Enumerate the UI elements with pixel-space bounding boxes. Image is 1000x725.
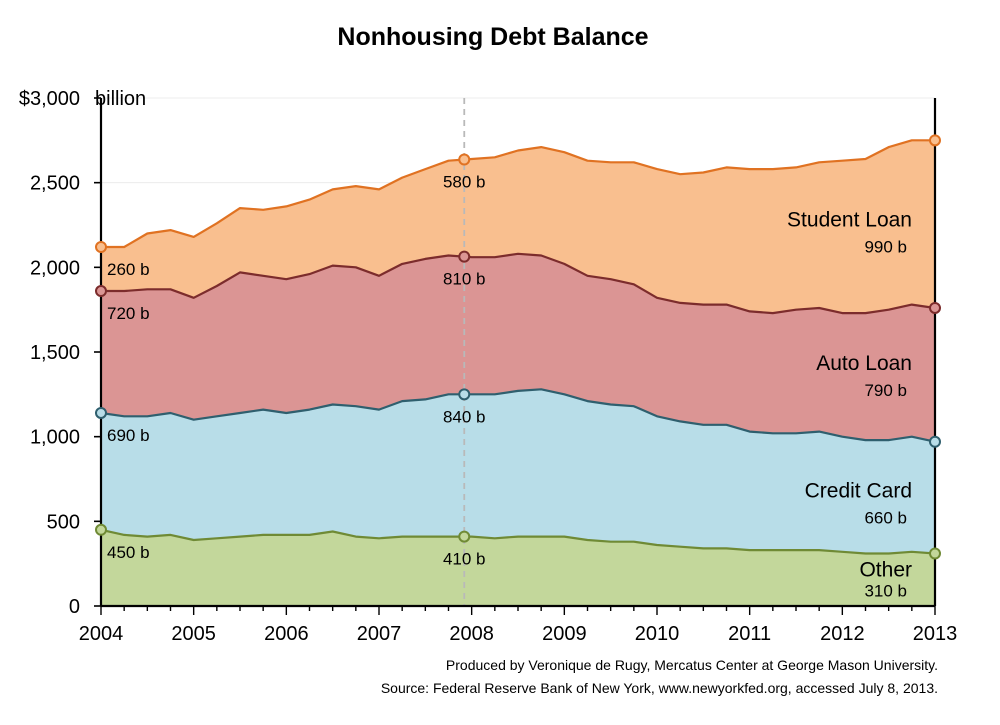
line-student-loan: [101, 139, 935, 249]
marker-auto-loan-1: [458, 250, 471, 263]
marker-student-loan-1: [458, 153, 471, 166]
line-auto-loan: [101, 252, 936, 315]
marker-credit-card-0: [95, 406, 107, 419]
x-tick-label-2005: 2005: [171, 623, 216, 645]
x-tick-label-2013: 2013: [913, 623, 958, 645]
x-tick-label-2006: 2006: [264, 623, 309, 645]
value-label-other-start: 450 b: [107, 543, 150, 562]
series-name-auto-loan: Auto Loan: [816, 352, 912, 375]
y-tick-label-2500: 2,500: [30, 173, 80, 195]
value-label-credit-card-start: 690 b: [107, 426, 150, 445]
x-tick-label-2009: 2009: [542, 623, 587, 645]
series-name-other: Other: [859, 559, 912, 582]
x-tick-label-2012: 2012: [820, 623, 865, 645]
area-credit-card: [101, 389, 935, 554]
marker-credit-card-2: [929, 435, 941, 448]
plot-area: 0 500 1,000 1,500 2,000 2,500 $3,000 2004 2005 20…: [19, 88, 957, 645]
y-tick-label-3000: $3,000: [19, 88, 80, 110]
series-name-student-loan: Student Loan: [787, 208, 912, 231]
marker-other-2: [929, 547, 941, 560]
area-student-loan: [101, 140, 935, 314]
y-tick-label-0: 0: [69, 596, 80, 618]
y-unit-label: billion: [95, 88, 146, 110]
footer-credit: Produced by Veronique de Rugy, Mercatus …: [446, 657, 938, 673]
x-tick-label-2004: 2004: [79, 623, 124, 645]
line-other: [100, 528, 936, 555]
marker-auto-loan-0: [95, 285, 107, 298]
area-auto-loan: [101, 253, 935, 442]
line-credit-card: [100, 388, 936, 443]
value-label-other-mid: 410 b: [443, 550, 486, 569]
footer-source: Source: Federal Reserve Bank of New York…: [381, 680, 938, 696]
marker-credit-card-1: [458, 388, 471, 401]
marker-other-0: [95, 523, 107, 536]
x-tick-label-2007: 2007: [357, 623, 402, 645]
value-label-other-end: 310 b: [864, 582, 907, 601]
value-label-credit-card-mid: 840 b: [443, 407, 486, 426]
value-label-auto-loan-end: 790 b: [864, 381, 907, 400]
marker-student-loan-0: [95, 241, 107, 254]
series-name-credit-card: Credit Card: [805, 480, 912, 503]
y-tick-label-2000: 2,000: [30, 257, 80, 279]
chart-title: Nonhousing Debt Balance: [337, 23, 648, 51]
value-label-auto-loan-start: 720 b: [107, 304, 150, 323]
marker-auto-loan-2: [929, 301, 941, 314]
value-label-student-loan-end: 990 b: [864, 237, 907, 256]
y-tick-label-1500: 1,500: [30, 342, 80, 364]
x-tick-label-2011: 2011: [728, 623, 771, 645]
value-label-student-loan-mid: 580 b: [443, 173, 486, 192]
y-tick-label-1000: 1,000: [30, 427, 80, 449]
marker-student-loan-2: [929, 134, 941, 147]
x-tick-label-2010: 2010: [635, 623, 680, 645]
value-label-credit-card-end: 660 b: [864, 509, 907, 528]
marker-other-1: [458, 530, 471, 543]
x-tick-label-2008: 2008: [449, 623, 494, 645]
value-label-student-loan-start: 260 b: [107, 260, 150, 279]
y-tick-label-500: 500: [47, 511, 80, 533]
value-label-auto-loan-mid: 810 b: [443, 270, 486, 289]
